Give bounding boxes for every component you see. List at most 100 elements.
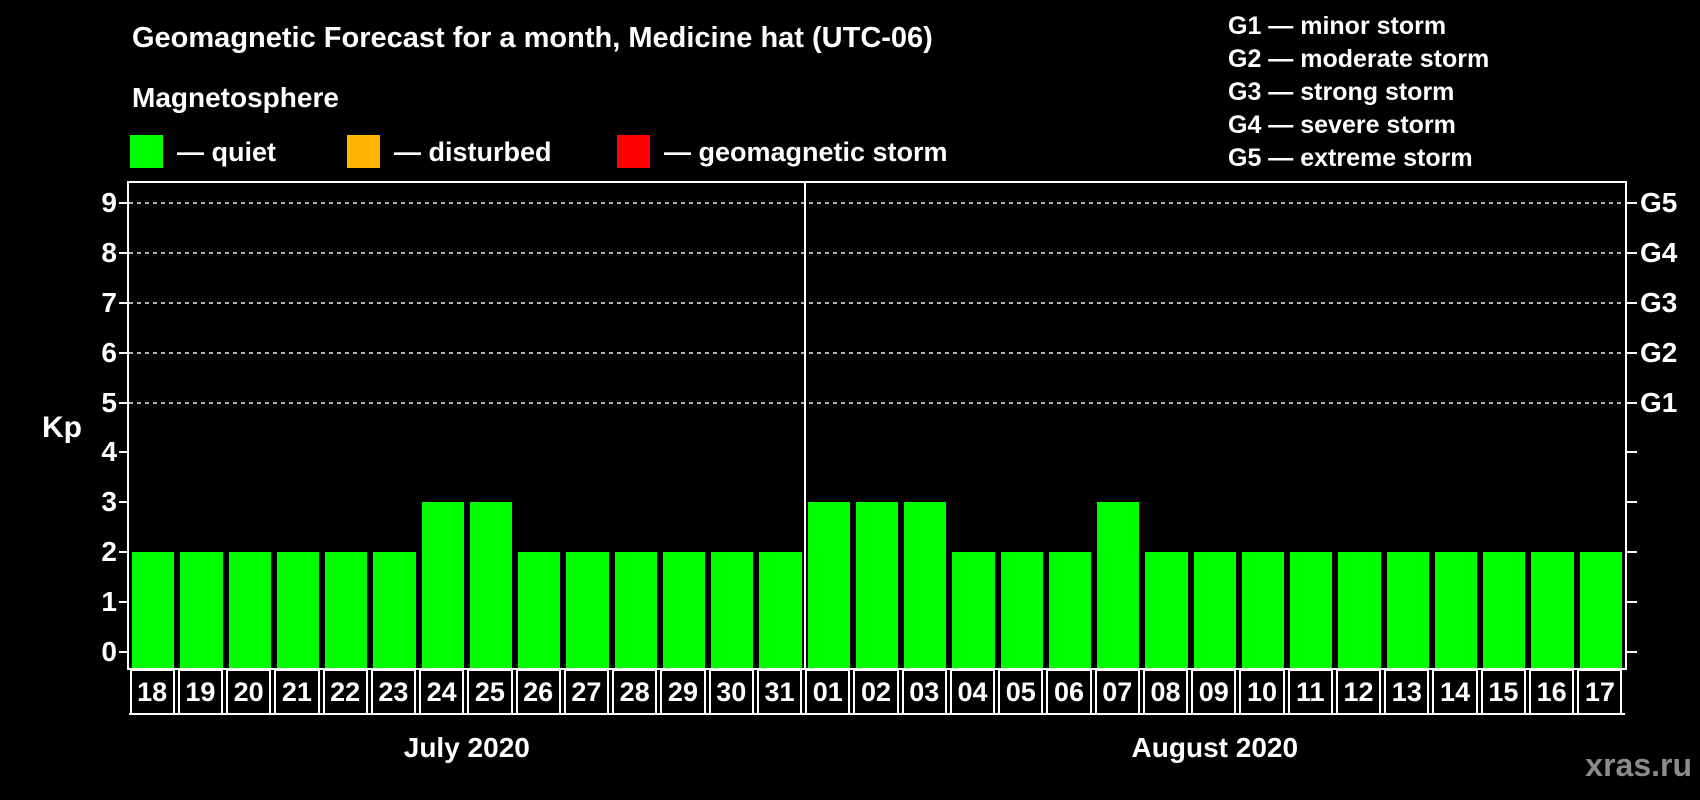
g-level-label-G3: G3: [1640, 286, 1678, 318]
gridline-kp9: [129, 201, 1625, 204]
date-label-cell: 17: [1577, 669, 1623, 715]
y-axis-tick-left: [119, 601, 129, 604]
kp-bar: [759, 552, 802, 668]
date-label-cell: 14: [1432, 669, 1478, 715]
kp-bar: [904, 502, 947, 668]
y-tick-label-2: 2: [101, 536, 117, 568]
kp-bar: [276, 552, 320, 668]
y-tick-label-0: 0: [101, 636, 117, 667]
y-tick-label-6: 6: [101, 336, 117, 368]
month-label: August 2020: [1131, 732, 1299, 763]
g-level-label-G4: G4: [1640, 236, 1678, 268]
disturbed-swatch: [347, 135, 380, 168]
kp-bar: [518, 552, 561, 668]
date-label-cell: 04: [949, 669, 996, 715]
y-axis-title: Kp: [42, 411, 82, 444]
date-label-cell: 25: [467, 669, 513, 715]
gridline-kp5: [129, 401, 1625, 404]
gridline-kp6: [129, 351, 1625, 354]
date-label-cell: 01: [805, 669, 851, 715]
g-scale-legend: G1 — minor storm G2 — moderate storm G3 — …: [1228, 10, 1489, 175]
kp-bar: [1434, 552, 1478, 668]
y-axis-tick-left: [119, 501, 129, 504]
kp-bar: [1386, 552, 1429, 668]
kp-bar: [132, 552, 175, 668]
g-scale-legend-line-5: G5 — extreme storm: [1228, 144, 1473, 172]
y-axis-tick-right: [1627, 451, 1637, 454]
date-label-cell: 23: [370, 669, 417, 715]
date-label-cell: 09: [1191, 669, 1237, 715]
kp-bar: [711, 552, 754, 668]
y-axis-tick-right: [1627, 501, 1637, 504]
kp-bar: [180, 552, 223, 668]
y-axis-tick-right: [1627, 601, 1637, 604]
y-axis-tick-left: [119, 451, 129, 454]
kp-bar: [855, 502, 899, 668]
y-tick-label-4: 4: [101, 436, 117, 468]
y-tick-label-5: 5: [101, 386, 117, 418]
g-level-label-G5: G5: [1640, 186, 1678, 218]
y-axis-tick-right: [1627, 251, 1637, 254]
gridline-kp7: [129, 301, 1625, 304]
y-tick-label-8: 8: [101, 236, 117, 268]
chart-title: Geomagnetic Forecast for a month, Medici…: [132, 22, 933, 54]
y-tick-label-7: 7: [101, 286, 117, 318]
y-tick-label-1: 1: [101, 586, 117, 618]
g-level-label-G2: G2: [1640, 336, 1678, 368]
kp-bar: [1145, 552, 1188, 668]
date-label-cell: 30: [708, 669, 754, 715]
g-scale-legend-line-4: G4 — severe storm: [1228, 111, 1456, 139]
y-tick-label-9: 9: [101, 186, 117, 218]
date-label-cell: 21: [274, 669, 320, 715]
quiet-label: — quiet: [177, 137, 276, 167]
date-label-cell: 03: [901, 669, 947, 715]
date-label-cell: 31: [756, 669, 803, 715]
kp-bar: [807, 502, 850, 668]
watermark: xras.ru: [1585, 747, 1692, 783]
month-separator: [803, 183, 806, 668]
y-axis-tick-right: [1627, 551, 1637, 554]
g-scale-legend-line-2: G2 — moderate storm: [1228, 45, 1490, 73]
date-label-cell: 27: [563, 669, 610, 715]
date-label-cell: 12: [1335, 669, 1382, 715]
geomagnetic-storm-swatch: [617, 135, 650, 168]
date-label-cell: 20: [226, 669, 272, 715]
kp-bar: [1338, 552, 1381, 668]
y-axis-tick-left: [119, 201, 129, 204]
date-label-cell: 22: [322, 669, 368, 715]
date-label-cell: 15: [1480, 669, 1526, 715]
y-axis-tick-left: [119, 251, 129, 254]
date-label-cell: 16: [1528, 669, 1575, 715]
y-axis-tick-left: [119, 301, 129, 304]
y-axis-tick-right: [1627, 651, 1637, 653]
kp-bar: [1097, 502, 1140, 668]
x-axis-line: [129, 713, 1625, 715]
kp-bar: [373, 552, 416, 668]
date-label-cell: 13: [1384, 669, 1430, 715]
kp-bar: [952, 552, 995, 668]
date-label-cell: 02: [853, 669, 899, 715]
kp-bar: [1483, 552, 1526, 668]
month-label: July 2020: [403, 732, 530, 763]
date-label-cell: 06: [1046, 669, 1092, 715]
kp-bar: [566, 552, 609, 668]
geomagnetic-storm-label: — geomagnetic storm: [664, 137, 948, 167]
y-axis-tick-right: [1627, 201, 1637, 204]
y-axis-tick-left: [119, 351, 129, 354]
date-label-cell: 18: [129, 669, 175, 715]
kp-bar: [1579, 552, 1622, 668]
kp-bar: [228, 552, 271, 668]
disturbed-label: — disturbed: [394, 137, 552, 167]
date-label-cell: 29: [660, 669, 706, 715]
kp-bar: [1531, 552, 1574, 668]
date-label-cell: 05: [998, 669, 1044, 715]
date-label-cell: 26: [515, 669, 561, 715]
y-axis-tick-right: [1627, 401, 1637, 404]
date-label-cell: 28: [612, 669, 658, 715]
date-label-cell: 07: [1094, 669, 1140, 715]
date-label-cell: 11: [1287, 669, 1333, 715]
date-axis-row: 18 19 20 21 22 23 24 25 26 27 28 29 30 31 01 02 03 04 05 06…: [129, 669, 1625, 715]
kp-bar: [469, 502, 513, 668]
gridline-kp8: [129, 251, 1625, 254]
